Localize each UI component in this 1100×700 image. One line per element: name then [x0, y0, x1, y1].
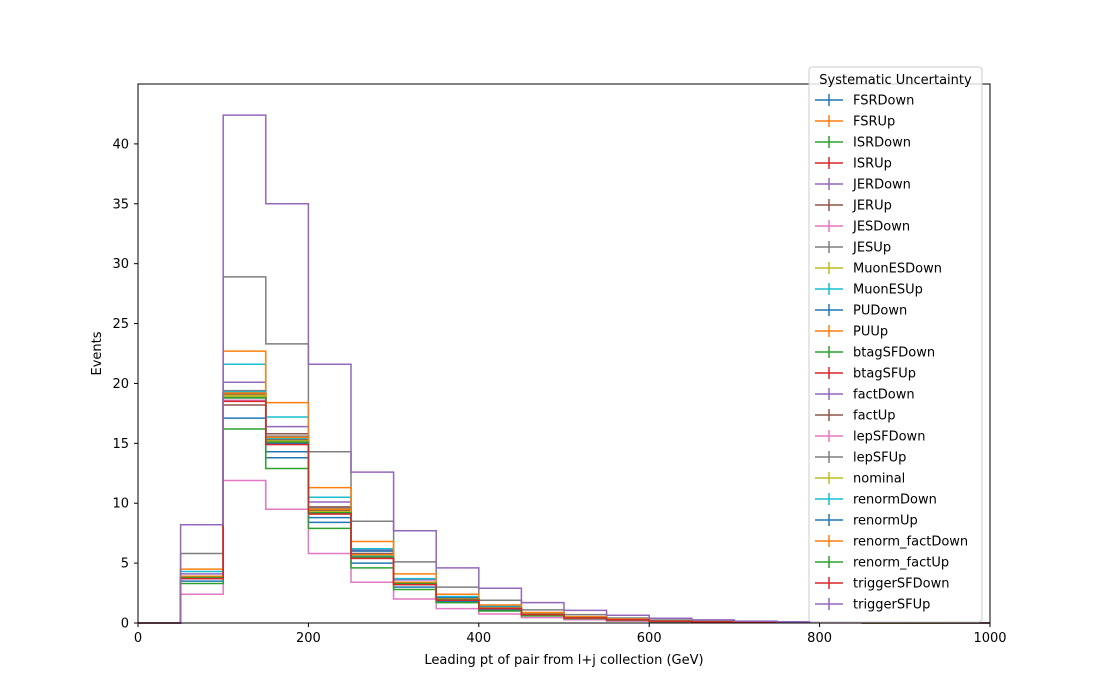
legend-item-JERDown: JERDown — [815, 178, 911, 193]
legend-item-JERUp: JERUp — [815, 199, 892, 214]
y-tick-label: 10 — [112, 497, 129, 512]
plot-frame — [137, 83, 991, 624]
legend-label: PUUp — [853, 325, 888, 340]
x-tick-label: 400 — [466, 631, 491, 646]
legend-item-FSRUp: FSRUp — [815, 115, 895, 130]
legend-item-JESUp: JESUp — [815, 241, 891, 256]
legend-item-MuonESDown: MuonESDown — [815, 262, 942, 277]
legend-item-PUUp: PUUp — [815, 325, 888, 340]
y-tick-label: 25 — [112, 317, 129, 332]
legend-label: factDown — [853, 388, 915, 403]
y-axis: 0 5 10 15 20 25 30 35 40 — [112, 137, 138, 632]
legend-item-renorm_factUp: renorm_factUp — [815, 556, 949, 571]
legend-label: nominal — [853, 472, 905, 487]
legend-label: btagSFDown — [853, 346, 935, 361]
legend-label: FSRUp — [853, 115, 895, 130]
legend-item-renorm_factDown: renorm_factDown — [815, 535, 968, 550]
legend-item-btagSFDown: btagSFDown — [815, 346, 935, 361]
x-axis: 0 200 400 600 800 1000 — [134, 623, 1007, 646]
legend-label: ISRUp — [853, 157, 892, 172]
legend-label: triggerSFUp — [853, 598, 930, 613]
y-tick-label: 15 — [112, 437, 129, 452]
y-axis-label: Events — [90, 331, 105, 375]
legend-item-JESDown: JESDown — [815, 220, 910, 235]
y-tick-label: 0 — [121, 617, 129, 632]
x-axis-label: Leading pt of pair from l+j collection (… — [424, 653, 703, 668]
x-tick-label: 1000 — [973, 631, 1006, 646]
legend-label: JESDown — [852, 220, 910, 235]
x-tick-label: 200 — [296, 631, 321, 646]
legend-box — [808, 66, 983, 623]
legend-item-ISRUp: ISRUp — [815, 157, 892, 172]
y-tick-label: 35 — [112, 197, 129, 212]
legend-label: lepSFUp — [853, 451, 906, 466]
y-tick-label: 30 — [112, 257, 129, 272]
legend-item-ISRDown: ISRDown — [815, 136, 911, 151]
legend-item-MuonESUp: MuonESUp — [815, 283, 923, 298]
legend-label: btagSFUp — [853, 367, 916, 382]
legend-item-nominal: nominal — [815, 472, 905, 487]
legend-item-FSRDown: FSRDown — [815, 94, 914, 109]
legend-label: renormDown — [853, 493, 937, 508]
legend-label: ISRDown — [853, 136, 911, 151]
x-tick-label: 600 — [637, 631, 662, 646]
x-tick-label: 800 — [807, 631, 832, 646]
legend-item-triggerSFDown: triggerSFDown — [815, 577, 949, 592]
y-tick-label: 40 — [112, 137, 129, 152]
legend: Systematic Uncertainty FSRDown FSRUp ISRDo… — [808, 66, 983, 623]
legend-label: MuonESDown — [853, 262, 942, 277]
legend-label: JESUp — [852, 241, 891, 256]
legend-label: renormUp — [853, 514, 918, 529]
legend-item-btagSFUp: btagSFUp — [815, 367, 916, 382]
y-tick-label: 20 — [112, 377, 129, 392]
legend-label: JERUp — [852, 199, 892, 214]
legend-label: lepSFDown — [853, 430, 925, 445]
legend-label: factUp — [853, 409, 896, 424]
legend-label: MuonESUp — [853, 283, 923, 298]
x-tick-label: 0 — [134, 631, 142, 646]
legend-label: PUDown — [853, 304, 907, 319]
legend-label: renorm_factUp — [853, 556, 949, 571]
legend-item-triggerSFUp: triggerSFUp — [815, 598, 930, 613]
legend-label: renorm_factDown — [853, 535, 968, 550]
legend-item-lepSFUp: lepSFUp — [815, 451, 906, 466]
legend-item-factDown: factDown — [815, 388, 915, 403]
legend-label: JERDown — [852, 178, 911, 193]
legend-item-factUp: factUp — [815, 409, 896, 424]
legend-item-PUDown: PUDown — [815, 304, 907, 319]
legend-title: Systematic Uncertainty — [819, 73, 972, 88]
legend-label: FSRDown — [853, 94, 914, 109]
y-tick-label: 5 — [121, 557, 129, 572]
legend-label: triggerSFDown — [853, 577, 949, 592]
legend-item-renormUp: renormUp — [815, 514, 918, 529]
legend-items: FSRDown FSRUp ISRDown ISRUp JERDown JERUp JESD… — [815, 94, 968, 613]
legend-item-lepSFDown: lepSFDown — [815, 430, 925, 445]
legend-item-renormDown: renormDown — [815, 493, 937, 508]
